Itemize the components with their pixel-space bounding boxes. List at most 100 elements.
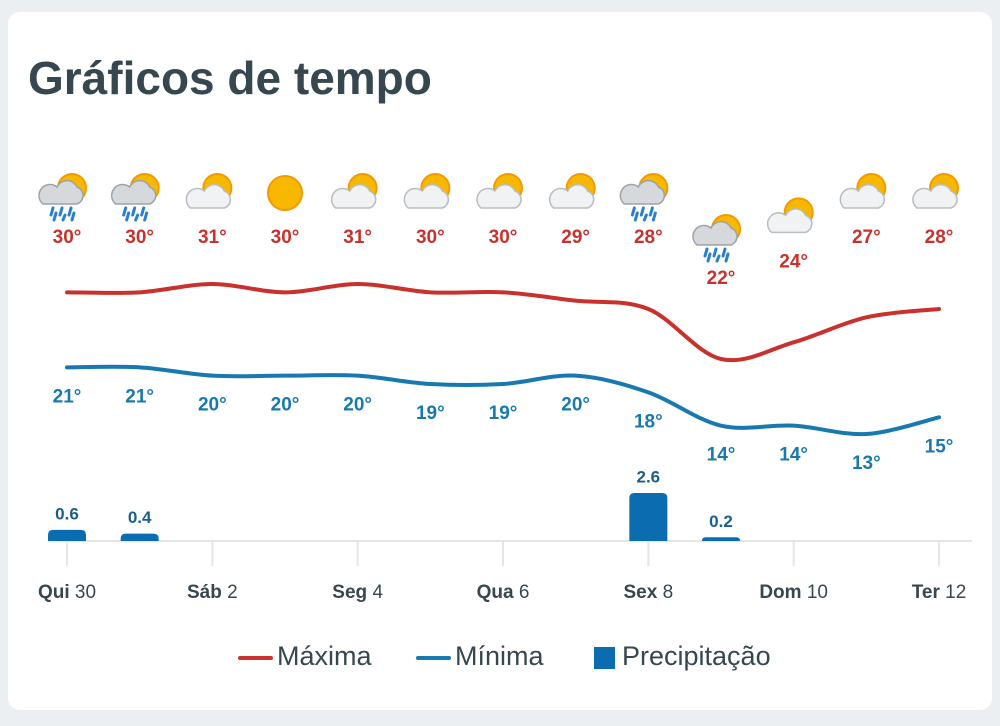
temperature-label: 20° — [271, 395, 300, 416]
weather-icon — [110, 173, 160, 222]
temperature-label: 20° — [343, 395, 372, 416]
cloud — [330, 183, 377, 209]
temperature-label: 19° — [489, 403, 518, 424]
weekday: Dom — [759, 582, 801, 603]
x-tick-label: Qui 30 — [38, 582, 96, 603]
day: 12 — [945, 582, 966, 603]
temperature-label: 18° — [634, 411, 663, 432]
temperature-label: 30° — [416, 227, 445, 248]
rain-drop — [712, 247, 718, 258]
precipitation-bar — [629, 493, 668, 541]
rain-drop — [706, 252, 712, 263]
day: 8 — [663, 582, 674, 603]
legend-label: Máxima — [277, 641, 372, 671]
rain-drop — [630, 206, 636, 217]
weekday: Qua — [477, 582, 514, 603]
cloud — [403, 183, 450, 209]
temperature-label: 28° — [634, 227, 663, 248]
cloud — [912, 183, 958, 209]
temperature-label: 30° — [271, 227, 300, 248]
rain-drop — [125, 211, 131, 222]
weekday: Qui — [38, 582, 70, 603]
cloud — [548, 183, 595, 209]
legend-swatch — [594, 647, 615, 669]
x-tick-label: Ter 12 — [912, 582, 967, 603]
rain-drop — [49, 206, 55, 217]
temperature-label: 30° — [489, 227, 518, 248]
precipitation-label: 0.4 — [128, 508, 152, 527]
temperature-label: 28° — [925, 227, 954, 248]
chart-title: Gráficos de tempo — [28, 52, 432, 104]
x-tick-label: Dom 10 — [759, 582, 828, 603]
temperature-label: 20° — [561, 395, 590, 416]
rain-drop — [651, 211, 657, 222]
rain-drop — [721, 247, 727, 258]
weekday: Sex — [623, 582, 657, 603]
cloud — [619, 179, 666, 205]
weekday: Seg — [332, 582, 367, 603]
weather-icon — [839, 173, 887, 209]
rain-drop — [703, 247, 709, 258]
temperature-line — [65, 364, 941, 437]
temperature-label: 21° — [125, 386, 154, 407]
temperature-label: 15° — [925, 436, 954, 457]
rain-drop — [633, 211, 639, 222]
x-tick-label: Qua 6 — [477, 582, 530, 603]
rain-drop — [639, 206, 645, 217]
precipitation-bar — [48, 529, 86, 541]
temperature-line — [65, 281, 941, 363]
rain-drop — [648, 206, 654, 217]
precipitation-label: 0.6 — [55, 504, 79, 523]
rain-drop — [131, 206, 137, 217]
x-tick-label: Sex 8 — [623, 582, 673, 603]
weather-icon — [692, 214, 741, 263]
rain-drop — [122, 206, 128, 217]
rain-drop — [134, 213, 140, 222]
card — [8, 12, 992, 710]
weather-icon — [548, 173, 596, 209]
weather-icon — [476, 173, 523, 209]
cloud — [839, 183, 886, 209]
weather-icon — [619, 173, 669, 222]
cloud — [185, 183, 232, 209]
weather-icon — [403, 173, 451, 209]
rain-drop — [724, 252, 730, 263]
weather-icon — [330, 173, 378, 209]
temperature-label: 14° — [707, 445, 736, 466]
temperature-label: 30° — [53, 227, 82, 248]
temperature-label: 30° — [125, 227, 154, 248]
temperature-label: 20° — [198, 395, 227, 416]
weekday: Sáb — [187, 582, 222, 603]
rain-drop — [715, 254, 721, 263]
day: 10 — [807, 582, 828, 603]
temperature-label: 22° — [707, 268, 736, 289]
weekday: Ter — [912, 582, 941, 603]
weather-icon — [185, 173, 233, 209]
precipitation-bar — [120, 533, 159, 541]
x-tick-label: Sáb 2 — [187, 582, 238, 603]
rain-drop — [61, 213, 67, 222]
day: 4 — [372, 582, 383, 603]
precipitation-label: 2.6 — [637, 467, 661, 486]
temperature-label: 14° — [779, 445, 808, 466]
temperature-label: 29° — [561, 227, 590, 248]
sun — [267, 175, 303, 211]
rain-drop — [642, 213, 648, 222]
temperature-label: 31° — [198, 227, 227, 248]
temperature-label: 19° — [416, 403, 445, 424]
day: 30 — [75, 582, 96, 603]
x-tick-label: Seg 4 — [332, 582, 383, 603]
rain-drop — [67, 206, 73, 217]
precipitation-label: 0.2 — [709, 512, 733, 531]
precipitation-bar — [702, 537, 740, 541]
temperature-label: 21° — [53, 386, 82, 407]
cloud — [692, 220, 738, 246]
rain-drop — [143, 211, 149, 222]
rain-drop — [140, 206, 146, 217]
temperature-label: 24° — [779, 251, 808, 272]
cloud — [110, 179, 157, 205]
temperature-label: 13° — [852, 453, 881, 474]
temperature-label: 27° — [852, 227, 881, 248]
temperature-label: 31° — [343, 227, 372, 248]
